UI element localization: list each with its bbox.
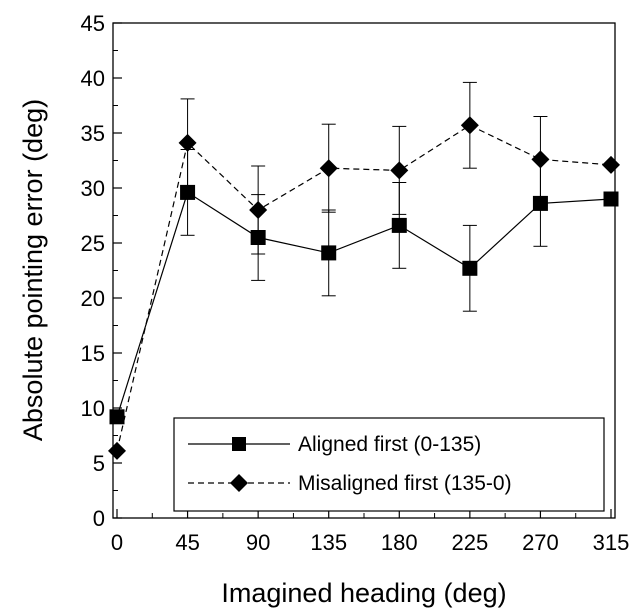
data-point-diamond	[531, 150, 550, 169]
legend-box	[173, 417, 605, 512]
data-point-diamond	[249, 201, 268, 219]
series-line	[116, 124, 612, 452]
data-point-square	[180, 184, 196, 200]
legend-marker-square	[232, 437, 246, 451]
x-tick-label: 135	[310, 530, 347, 555]
x-tick-label: 180	[381, 530, 418, 555]
series-line	[116, 191, 612, 417]
x-axis-ticks: 0 45 90 135 180 225 270 315	[111, 509, 629, 555]
y-tick-label: 0	[93, 506, 105, 531]
series-misaligned-first	[108, 81, 620, 460]
y-tick-label: 15	[81, 341, 105, 366]
x-axis-title: Imagined heading (deg)	[221, 578, 506, 608]
x-tick-label: 45	[175, 530, 199, 555]
y-tick-label: 20	[81, 286, 105, 311]
data-point-square	[391, 217, 407, 233]
data-point-square	[603, 191, 619, 207]
data-point-diamond	[460, 116, 479, 135]
legend-label-aligned: Aligned first (0-135)	[298, 433, 481, 456]
y-tick-label: 40	[81, 66, 105, 91]
data-point-diamond	[319, 159, 338, 178]
data-point-diamond	[108, 441, 126, 460]
x-tick-label: 270	[522, 530, 559, 555]
legend-label-misaligned: Misaligned first (135-0)	[298, 472, 512, 495]
y-tick-label: 10	[81, 396, 105, 421]
x-tick-label: 90	[246, 530, 270, 555]
y-axis-ticks: 0 5 10 15 20 25 30 35 40 45	[81, 11, 122, 531]
legend: Aligned first (0-135) Misaligned first (…	[173, 417, 605, 512]
legend-marker-diamond	[230, 474, 248, 492]
data-point-square	[462, 260, 478, 276]
y-tick-label: 45	[81, 11, 105, 36]
data-point-square	[109, 409, 125, 425]
y-tick-label: 5	[93, 451, 105, 476]
data-point-diamond	[602, 155, 620, 174]
data-point-square	[532, 195, 548, 211]
y-tick-label: 25	[81, 231, 105, 256]
y-tick-label: 30	[81, 176, 105, 201]
y-axis-title: Absolute pointing error (deg)	[18, 99, 48, 441]
data-point-square	[321, 245, 337, 261]
data-point-diamond	[178, 133, 197, 152]
series-aligned-first	[109, 149, 619, 425]
x-tick-label: 315	[593, 530, 630, 555]
series-layer	[108, 81, 620, 460]
x-tick-label: 225	[451, 530, 488, 555]
x-tick-label: 0	[111, 530, 123, 555]
y-tick-label: 35	[81, 121, 105, 146]
data-point-diamond	[390, 161, 409, 180]
